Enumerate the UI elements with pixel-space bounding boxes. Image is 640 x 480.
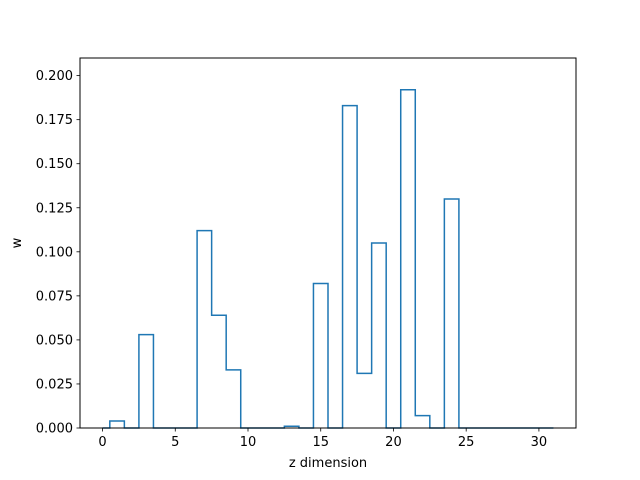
x-tick-label: 15 [312, 435, 329, 450]
y-axis-label: w [10, 237, 25, 248]
x-tick-label: 30 [531, 435, 548, 450]
x-axis: 0 5 10 15 20 25 30 [98, 428, 547, 450]
y-tick-label: 0.050 [36, 333, 73, 348]
x-tick-label: 20 [385, 435, 402, 450]
x-tick-label: 25 [458, 435, 475, 450]
x-axis-label: z dimension [289, 456, 367, 471]
x-tick-label: 5 [171, 435, 179, 450]
plot-frame [79, 57, 577, 429]
x-tick-label: 10 [240, 435, 257, 450]
y-tick-label: 0.150 [36, 157, 73, 172]
x-tick-label: 0 [98, 435, 106, 450]
y-tick-label: 0.200 [36, 69, 73, 84]
y-tick-label: 0.000 [36, 422, 73, 437]
y-tick-label: 0.025 [36, 377, 73, 392]
y-tick-label: 0.100 [36, 245, 73, 260]
y-tick-label: 0.175 [36, 113, 73, 128]
y-tick-label: 0.125 [36, 201, 73, 216]
y-tick-label: 0.075 [36, 289, 73, 304]
y-axis: 0.000 0.025 0.050 0.075 0.100 0.125 0.150 0.175… [36, 69, 80, 437]
